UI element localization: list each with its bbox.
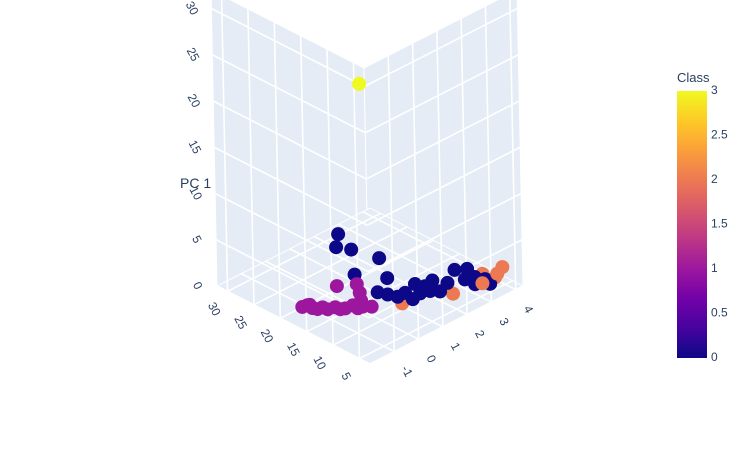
- y-tick-label: 10: [310, 354, 329, 373]
- y-tick-label: 5: [338, 370, 354, 383]
- data-point[interactable]: [331, 227, 346, 242]
- data-point[interactable]: [328, 300, 343, 315]
- data-point[interactable]: [425, 273, 440, 288]
- data-point[interactable]: [380, 271, 395, 286]
- colorbar: Class 0 0.5 1 1.5 2 2.5 3: [677, 70, 728, 364]
- gridline-x: [364, 54, 519, 134]
- gridline-z: [338, 223, 492, 303]
- gridline-z: [289, 248, 444, 328]
- colorbar-gradient: [677, 91, 707, 358]
- gridline-y: [247, 8, 255, 305]
- gridline-x: [211, 7, 365, 88]
- data-point[interactable]: [349, 277, 364, 292]
- gridline-x: [211, 54, 366, 134]
- grid-lines: [211, 0, 524, 365]
- x-tick-label: 20: [185, 91, 204, 110]
- y-tick-label: 25: [231, 313, 250, 332]
- z-tick-label: 3: [496, 315, 512, 328]
- y-tick-label: 15: [284, 340, 303, 359]
- colorbar-tick-label: 2: [711, 172, 718, 186]
- data-point[interactable]: [329, 279, 344, 294]
- colorbar-tick-label: 1.5: [711, 217, 728, 231]
- gridline-y: [227, 212, 381, 293]
- x-tick-label: 5: [189, 233, 205, 246]
- gridline-x: [212, 100, 367, 180]
- y-tick-label: 30: [205, 300, 224, 319]
- data-point[interactable]: [364, 299, 379, 314]
- data-point[interactable]: [440, 275, 455, 290]
- data-point[interactable]: [344, 242, 359, 257]
- colorbar-title: Class: [677, 70, 710, 85]
- gridline-x: [364, 7, 518, 88]
- x-tick-label: 25: [184, 45, 203, 64]
- z-tick-label: 2: [472, 328, 488, 341]
- gridline-y: [359, 279, 513, 360]
- gridline-y: [253, 226, 408, 306]
- x-axis-title: PC 1: [180, 175, 211, 191]
- gridline-x: [366, 146, 521, 226]
- gridline-x: [369, 285, 524, 365]
- data-point[interactable]: [447, 262, 462, 277]
- gridline-z: [484, 6, 493, 303]
- data-markers: [295, 76, 510, 317]
- gridline-x: [367, 192, 522, 273]
- colorbar-tick-label: 3: [711, 83, 718, 97]
- colorbar-tick-label: 0: [711, 350, 718, 364]
- data-point[interactable]: [372, 251, 387, 266]
- x-tick-label: 15: [186, 138, 205, 157]
- x-tick-label: 0: [190, 279, 206, 292]
- z-tick-label: -1: [398, 363, 416, 379]
- data-point[interactable]: [302, 297, 317, 312]
- colorbar-tick-label: 1: [711, 261, 718, 275]
- x-tick-label: 30: [183, 0, 202, 18]
- gridline-x: [213, 146, 368, 226]
- data-point[interactable]: [475, 276, 490, 291]
- x-tick-label: 10: [187, 184, 206, 203]
- gridline-x: [214, 192, 369, 273]
- z-tick-label: 1: [448, 340, 464, 353]
- colorbar-tick-label: 0.5: [711, 306, 728, 320]
- colorbar-tick-label: 2.5: [711, 128, 728, 142]
- data-point[interactable]: [352, 76, 367, 91]
- gridline-z: [265, 260, 419, 340]
- gridline-z: [509, 0, 517, 290]
- colorbar-tick-labels: 0 0.5 1 1.5 2 2.5 3: [711, 83, 728, 364]
- z-tick-label: 0: [424, 353, 440, 366]
- gridline-y: [220, 0, 229, 292]
- y-tick-label: 20: [258, 327, 277, 346]
- gridline-x: [365, 100, 520, 180]
- data-point[interactable]: [446, 286, 461, 301]
- data-point[interactable]: [329, 240, 344, 255]
- gridline-x: [216, 285, 371, 365]
- z-tick-label: 4: [521, 303, 537, 316]
- data-point[interactable]: [490, 266, 505, 281]
